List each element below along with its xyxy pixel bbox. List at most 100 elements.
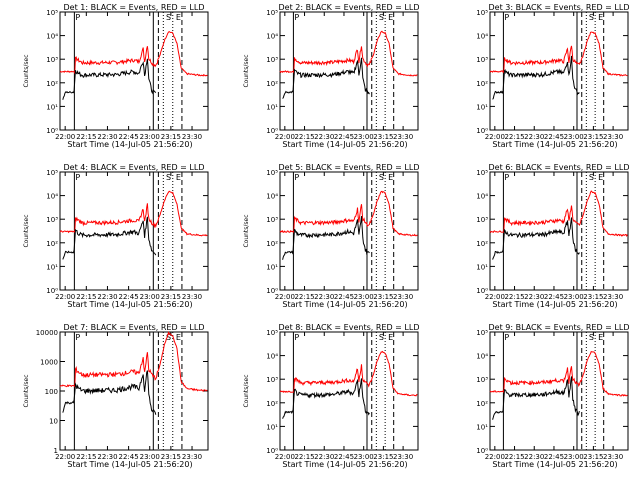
y-tick-label: 10² xyxy=(46,240,58,248)
interval-marker-label: E xyxy=(598,13,603,22)
x-tick-label: 22:30 xyxy=(97,133,117,141)
x-tick-label: 23:00 xyxy=(354,133,374,141)
x-tick-label: 22:30 xyxy=(314,133,334,141)
y-axis-label: Counts/sec xyxy=(23,54,30,87)
plot-frame xyxy=(489,171,629,291)
y-axis-label: Counts/sec xyxy=(243,54,250,87)
x-axis-label: Start Time (14-Jul-05 21:56:20) xyxy=(67,300,192,309)
interval-marker-label: E xyxy=(388,333,393,342)
y-tick-label: 10⁴ xyxy=(476,33,488,41)
panel-title: Det 4: BLACK = Events, RED = LLD xyxy=(64,163,205,172)
y-tick-label: 10⁴ xyxy=(46,33,58,41)
y-axis-label: Counts/sec xyxy=(243,214,250,247)
x-tick-label: 23:15 xyxy=(161,293,181,301)
y-tick-label: 100 xyxy=(45,388,58,396)
y-tick-label: 10⁵ xyxy=(476,329,488,337)
x-tick-label: 23:00 xyxy=(140,453,160,461)
y-tick-label: 10³ xyxy=(476,376,488,384)
y-tick-label: 10⁰ xyxy=(476,127,488,135)
x-tick-label: 22:45 xyxy=(544,293,564,301)
y-tick-label: 10⁵ xyxy=(46,169,58,177)
x-tick-label: 23:30 xyxy=(603,293,623,301)
y-tick-label: 10⁰ xyxy=(476,287,488,295)
y-tick-label: 10¹ xyxy=(266,263,278,271)
interval-marker-label: S xyxy=(379,333,384,342)
panel-title: Det 3: BLACK = Events, RED = LLD xyxy=(489,3,630,12)
x-tick-label: 22:00 xyxy=(485,453,505,461)
plot-frame xyxy=(59,331,209,451)
x-tick-label: 22:15 xyxy=(504,453,524,461)
x-tick-label: 22:00 xyxy=(275,293,295,301)
y-tick-label: 10⁵ xyxy=(266,169,278,177)
interval-marker-label: E xyxy=(176,173,181,182)
x-axis-label: Start Time (14-Jul-05 21:56:20) xyxy=(492,140,617,149)
x-tick-label: 22:30 xyxy=(524,453,544,461)
plot-frame xyxy=(59,171,209,291)
x-tick-label: 22:45 xyxy=(334,453,354,461)
x-tick-label: 22:00 xyxy=(55,453,75,461)
events-series-line xyxy=(62,370,157,415)
x-axis-label: Start Time (14-Jul-05 21:56:20) xyxy=(282,300,407,309)
x-tick-label: 23:00 xyxy=(354,453,374,461)
x-tick-label: 22:15 xyxy=(294,133,314,141)
y-axis-label: Counts/sec xyxy=(243,374,250,407)
x-tick-label: 23:30 xyxy=(182,133,202,141)
events-series-line xyxy=(282,378,370,419)
lld-series-line xyxy=(489,350,628,397)
y-tick-label: 10⁰ xyxy=(46,287,58,295)
panel-title: Det 5: BLACK = Events, RED = LLD xyxy=(279,163,420,172)
y-tick-label: 10⁵ xyxy=(476,169,488,177)
x-tick-label: 22:00 xyxy=(55,293,75,301)
x-tick-label: 22:30 xyxy=(314,453,334,461)
y-axis-label: Counts/sec xyxy=(23,374,30,407)
y-tick-label: 10³ xyxy=(476,216,488,224)
y-tick-label: 10² xyxy=(476,400,488,408)
x-axis-label: Start Time (14-Jul-05 21:56:20) xyxy=(282,460,407,469)
x-tick-label: 22:30 xyxy=(524,293,544,301)
panel-title: Det 7: BLACK = Events, RED = LLD xyxy=(64,323,205,332)
y-tick-label: 10³ xyxy=(476,56,488,64)
events-series-line xyxy=(282,57,370,99)
panel-title: Det 2: BLACK = Events, RED = LLD xyxy=(279,3,420,12)
x-axis-label: Start Time (14-Jul-05 21:56:20) xyxy=(67,140,192,149)
y-tick-label: 10⁴ xyxy=(476,353,488,361)
x-tick-label: 22:30 xyxy=(97,453,117,461)
x-tick-label: 23:15 xyxy=(373,453,393,461)
x-tick-label: 22:45 xyxy=(334,133,354,141)
plot-frame xyxy=(59,11,209,131)
x-tick-label: 22:45 xyxy=(119,133,139,141)
x-tick-label: 22:45 xyxy=(544,453,564,461)
interval-marker-label: E xyxy=(598,333,603,342)
lld-series-line xyxy=(279,30,418,77)
x-tick-label: 22:45 xyxy=(119,293,139,301)
interval-marker-label: P xyxy=(504,333,509,342)
x-tick-label: 22:15 xyxy=(76,453,96,461)
lld-series-line xyxy=(59,330,208,392)
lld-series-line xyxy=(59,30,208,77)
x-tick-label: 22:30 xyxy=(97,293,117,301)
x-tick-label: 23:30 xyxy=(603,453,623,461)
y-tick-label: 10⁰ xyxy=(266,447,278,455)
y-tick-label: 10⁴ xyxy=(46,193,58,201)
plot-frame xyxy=(279,11,419,131)
panel-title: Det 1: BLACK = Events, RED = LLD xyxy=(64,3,205,12)
interval-marker-label: E xyxy=(176,333,181,342)
interval-marker-label: E xyxy=(388,173,393,182)
x-tick-label: 23:15 xyxy=(161,453,181,461)
y-tick-label: 10⁵ xyxy=(266,329,278,337)
lld-series-line xyxy=(489,31,628,77)
y-tick-label: 10⁴ xyxy=(266,193,278,201)
x-tick-label: 22:00 xyxy=(275,133,295,141)
y-tick-label: 10⁵ xyxy=(266,9,278,17)
interval-marker-label: S xyxy=(589,333,594,342)
x-tick-label: 22:15 xyxy=(76,133,96,141)
interval-marker-label: P xyxy=(294,333,299,342)
x-tick-label: 23:00 xyxy=(140,293,160,301)
y-tick-label: 10² xyxy=(476,80,488,88)
y-tick-label: 10⁰ xyxy=(476,447,488,455)
